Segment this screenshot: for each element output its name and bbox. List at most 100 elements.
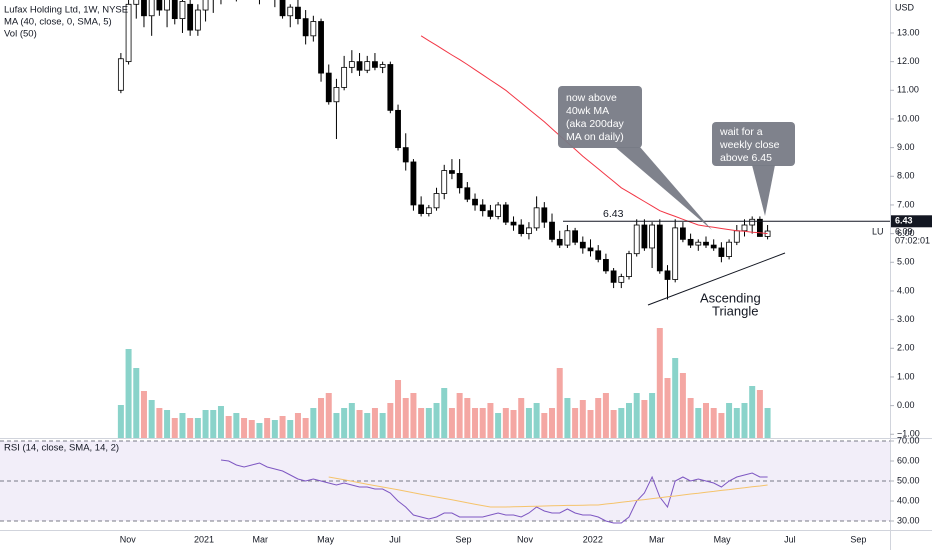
candle-body — [656, 224, 663, 272]
volume-bar — [633, 393, 640, 438]
candle-body — [133, 0, 140, 5]
candle-body — [533, 207, 540, 229]
volume-bar — [695, 408, 702, 438]
volume-bar — [233, 413, 240, 438]
candle-body — [626, 253, 632, 278]
y-tick-label: 12.00 — [897, 56, 920, 66]
candle-body — [179, 1, 186, 20]
candle-body — [449, 170, 455, 174]
candle-body — [148, 0, 155, 17]
volume-bar — [387, 403, 394, 438]
volume-bar — [664, 378, 671, 438]
y-tick-label: 9.00 — [897, 142, 915, 152]
callout-box — [712, 122, 795, 166]
candle-body — [194, 9, 201, 31]
candle-body — [526, 227, 532, 235]
candle-body — [664, 270, 671, 280]
volume-bar — [348, 403, 355, 438]
y-tick-label: 2.00 — [897, 343, 915, 353]
y-tick-label: 40.00 — [897, 495, 920, 505]
volume-bar — [479, 408, 486, 438]
volume-bar — [549, 408, 556, 438]
candle-body — [117, 58, 124, 91]
volume-bar — [133, 368, 140, 438]
currency-label: USD — [895, 2, 915, 12]
volume-bar — [333, 413, 340, 438]
y-tick-label: 6.00 — [897, 228, 915, 238]
candle-body — [279, 0, 286, 17]
candle-body — [618, 276, 625, 283]
volume-bar — [194, 418, 201, 438]
price-pane — [117, 0, 890, 438]
y-tick-label: 5.00 — [897, 257, 915, 267]
volume-bar — [164, 410, 171, 438]
volume-bar — [271, 420, 278, 438]
volume-bar — [718, 413, 725, 438]
volume-bar — [448, 408, 455, 438]
volume-bar — [495, 413, 502, 438]
candle-body — [741, 224, 748, 232]
y-tick-label: 4.00 — [897, 285, 915, 295]
callout-text: above 6.45 — [720, 152, 772, 164]
x-tick-label: Nov — [120, 534, 137, 544]
volume-bar — [371, 408, 378, 438]
resistance-axis-label: 6.43 — [895, 216, 913, 226]
volume-bar — [395, 380, 402, 438]
candle-body — [333, 87, 340, 103]
candle-body — [641, 224, 648, 249]
volume-bar — [279, 416, 286, 438]
x-tick-label: Sep — [455, 534, 471, 544]
callout-pointer — [615, 147, 712, 230]
candle-body — [156, 0, 163, 11]
callouts — [558, 86, 795, 230]
volume-bar — [679, 373, 686, 438]
candle-body — [479, 204, 486, 212]
candle-body — [425, 207, 432, 214]
candle-body — [572, 230, 579, 243]
candle-body — [302, 18, 309, 37]
volume-bar — [287, 420, 294, 438]
candle-body — [549, 221, 555, 240]
candle-body — [372, 61, 378, 68]
callout-box — [558, 86, 642, 148]
volume-bar — [756, 390, 763, 438]
candle-body — [395, 109, 401, 149]
symbol-label: LU — [872, 226, 884, 236]
candle-body — [587, 247, 594, 252]
x-tick-label: Jul — [784, 534, 796, 544]
volume-bar — [264, 418, 271, 438]
y-tick-label: 50.00 — [897, 475, 920, 485]
volume-bar — [148, 400, 155, 438]
candle-body — [502, 204, 509, 223]
volume-bar — [572, 408, 579, 438]
candle-body — [364, 61, 371, 71]
candle-body — [472, 198, 478, 206]
x-tick-label: Mar — [252, 534, 268, 544]
candle-body — [125, 3, 132, 63]
candle-body — [749, 218, 756, 226]
candle-body — [495, 204, 502, 217]
candle-body — [141, 0, 147, 17]
candle-body — [733, 230, 740, 243]
volume-bar — [702, 403, 709, 438]
volume-bar — [318, 398, 325, 438]
candle-body — [295, 6, 301, 20]
volume-bar — [140, 391, 147, 438]
volume-bar — [610, 410, 617, 438]
candle-body — [164, 0, 170, 11]
moving-average — [420, 35, 768, 235]
candle-body — [710, 244, 717, 249]
volume-bar — [656, 328, 663, 438]
volume-bar — [202, 410, 209, 438]
x-tick-label: 2022 — [583, 534, 603, 544]
candle-body — [464, 187, 471, 200]
candle-body — [379, 64, 386, 68]
x-tick-label: 2021 — [194, 534, 214, 544]
volume-bar — [410, 393, 417, 438]
volume-bar — [602, 393, 609, 438]
volume-bar — [456, 393, 463, 438]
candle-body — [518, 224, 525, 235]
volume-bar — [171, 418, 178, 438]
rsi-line — [220, 459, 768, 524]
